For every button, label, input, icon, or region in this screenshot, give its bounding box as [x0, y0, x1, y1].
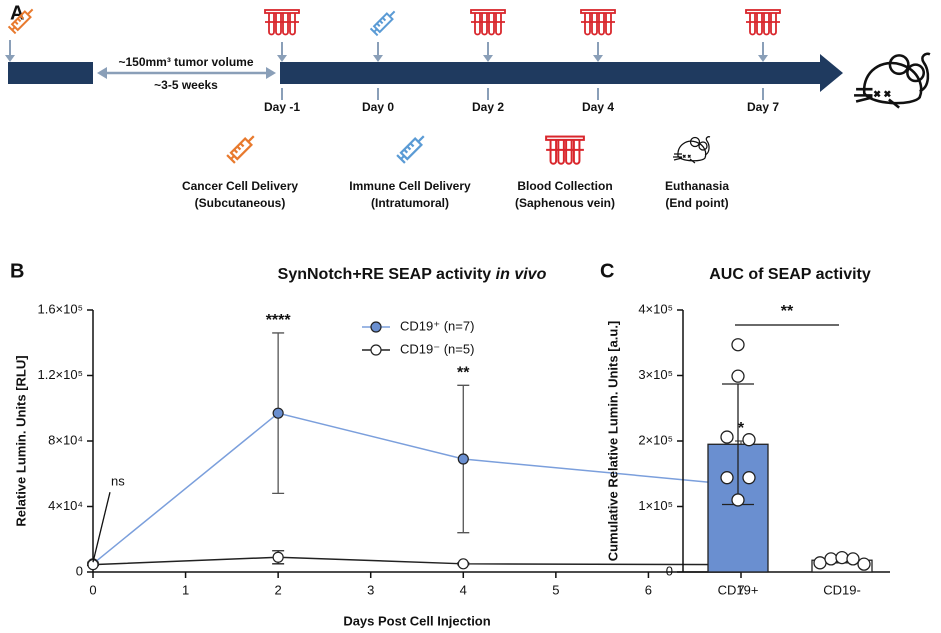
- syringe-icon: [369, 6, 400, 37]
- legend-icon: [225, 131, 259, 165]
- arrowhead: [5, 55, 15, 62]
- legend-marker: [370, 344, 382, 356]
- legend-text: (Intratumoral): [371, 196, 449, 210]
- arrowhead: [483, 55, 493, 62]
- marker: [457, 558, 469, 570]
- chart-title: AUC of SEAP activity: [709, 266, 871, 283]
- series-line: [92, 412, 742, 565]
- panel-label: C: [600, 260, 614, 282]
- marker: [272, 551, 284, 563]
- tubes-icon: [580, 9, 616, 36]
- data-point: [731, 493, 745, 507]
- data-point: [720, 471, 734, 485]
- x-tick-label: 2: [275, 582, 282, 597]
- legend-label: CD19⁺ (n=7): [400, 318, 474, 333]
- annotation: ****: [266, 312, 292, 329]
- legend-text: (Saphenous vein): [515, 196, 615, 210]
- annotation: ns: [111, 474, 125, 489]
- x-tick-label: 6: [645, 582, 652, 597]
- range-label: ~150mm³ tumor volume: [118, 55, 253, 69]
- day-label: Day 4: [582, 100, 614, 114]
- x-tick-label: CD19+: [718, 582, 759, 597]
- legend-text: Cancer Cell Delivery: [182, 179, 298, 193]
- day-label: Day 7: [747, 100, 779, 114]
- y-axis-label: Relative Lumin. Units [RLU]: [13, 355, 28, 526]
- arrowhead: [277, 55, 287, 62]
- data-point: [731, 369, 745, 383]
- day-label: Day 2: [472, 100, 504, 114]
- timeline-bar: [8, 62, 93, 84]
- tubes-icon: [264, 9, 300, 36]
- legend-text: (Subcutaneous): [195, 196, 286, 210]
- y-tick-label: 0: [76, 563, 83, 578]
- duration-label: ~3-5 weeks: [154, 78, 218, 92]
- data-point: [720, 430, 734, 444]
- data-point: [835, 550, 849, 565]
- series-line: [92, 556, 742, 566]
- x-tick-label: 7: [737, 582, 744, 597]
- legend-text: Blood Collection: [517, 179, 612, 193]
- x-tick-label: 0: [89, 582, 96, 597]
- data-point: [846, 552, 860, 566]
- y-tick-label: 3×10⁵: [638, 367, 673, 382]
- arrowhead: [758, 55, 768, 62]
- panel-label: A: [10, 2, 24, 24]
- x-axis-label: Days Post Cell Injection: [343, 613, 490, 628]
- legend-marker: [370, 321, 382, 333]
- title-italic: in vivo: [496, 266, 547, 283]
- y-tick-label: 4×10⁵: [638, 301, 673, 316]
- y-axis-label: Cumulative Relative Lumin. Units [a.u.]: [605, 321, 620, 562]
- y-tick-label: 8×10⁴: [48, 432, 83, 447]
- annotation-leader: [92, 492, 111, 563]
- legend-icon: [545, 135, 585, 165]
- significance: **: [781, 303, 794, 320]
- annotation: *: [738, 420, 745, 437]
- annotation: **: [457, 365, 470, 382]
- x-tick-label: 4: [460, 582, 467, 597]
- data-point: [742, 471, 756, 485]
- arrowhead: [373, 55, 383, 62]
- title-text: AUC of SEAP activity: [709, 266, 871, 283]
- legend-label: CD19⁻ (n=5): [400, 341, 474, 356]
- data-point: [857, 557, 871, 571]
- marker: [272, 407, 284, 419]
- legend-text: Euthanasia: [665, 179, 729, 193]
- arrowhead: [593, 55, 603, 62]
- y-tick-label: 0: [666, 563, 673, 578]
- x-tick-label: 1: [182, 582, 189, 597]
- y-tick-label: 1.6×10⁵: [37, 301, 83, 316]
- legend-icon: [395, 131, 429, 165]
- marker: [457, 453, 469, 465]
- mouse-icon: [852, 52, 932, 109]
- tubes-icon: [470, 9, 506, 36]
- y-tick-label: 1.2×10⁵: [37, 367, 83, 382]
- tubes-icon: [745, 9, 781, 36]
- y-tick-label: 1×10⁵: [638, 498, 673, 513]
- chart-title: SynNotch+RE SEAP activity in vivo: [278, 266, 547, 283]
- legend-text: (End point): [665, 196, 728, 210]
- y-tick-label: 2×10⁵: [638, 432, 673, 447]
- y-tick-label: 4×10⁴: [48, 498, 83, 513]
- legend-text: Immune Cell Delivery: [349, 179, 471, 193]
- legend-icon: [672, 136, 711, 164]
- x-tick-label: CD19-: [823, 582, 861, 597]
- x-tick-label: 3: [367, 582, 374, 597]
- data-point: [824, 552, 838, 566]
- data-point: [731, 338, 745, 352]
- x-tick-label: 5: [552, 582, 559, 597]
- day-label: Day -1: [264, 100, 300, 114]
- day-label: Day 0: [362, 100, 394, 114]
- timeline-arrow: [280, 54, 843, 92]
- title-text: SynNotch+RE SEAP activity: [278, 266, 492, 283]
- panel-label: B: [10, 260, 24, 282]
- data-point: [742, 433, 756, 447]
- data-point: [813, 556, 827, 570]
